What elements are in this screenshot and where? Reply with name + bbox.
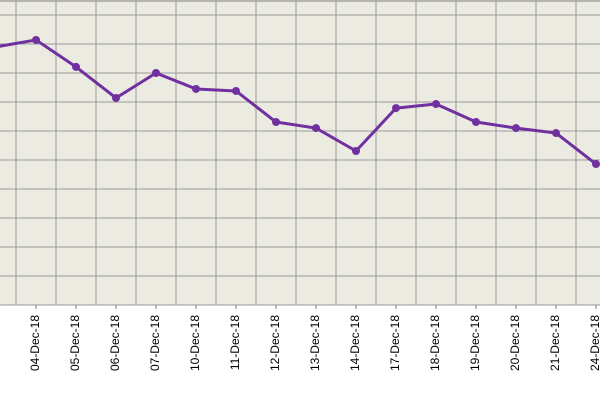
data-point: [112, 93, 120, 102]
data-line: [0, 38, 597, 166]
data-point: [472, 118, 480, 127]
data-point: [312, 124, 320, 133]
x-tick-label: 18-Dec-18: [428, 315, 442, 371]
data-point: [272, 118, 280, 127]
x-tick-label: 07-Dec-18: [148, 315, 162, 371]
x-tick-label: 13-Dec-18: [308, 315, 322, 371]
x-tick-label: 19-Dec-18: [468, 315, 482, 371]
data-point: [72, 62, 80, 71]
x-tick-label: 04-Dec-18: [28, 315, 42, 371]
x-tick-label: 21-Dec-18: [548, 315, 562, 371]
data-point: [352, 147, 360, 156]
x-tick-label: 11-Dec-18: [228, 315, 242, 370]
data-point: [592, 160, 600, 169]
data-point: [232, 86, 240, 95]
data-point: [432, 100, 440, 109]
x-tick-label: 14-Dec-18: [348, 315, 362, 371]
data-point: [32, 35, 40, 44]
x-tick-label: 06-Dec-18: [108, 315, 122, 371]
x-tick-label: 17-Dec-18: [388, 315, 402, 371]
x-tick-label: 03-Dec-18: [0, 315, 2, 371]
data-point: [552, 129, 560, 138]
x-tick-label: 20-Dec-18: [508, 315, 522, 371]
data-point: [192, 84, 200, 93]
x-tick-label: 10-Dec-18: [188, 315, 202, 371]
x-tick-label: 05-Dec-18: [68, 315, 82, 371]
data-point: [512, 124, 520, 133]
data-point: [152, 69, 160, 77]
plot-area: [0, 0, 600, 305]
x-tick-label: 24-Dec-18: [588, 315, 600, 371]
data-point: [392, 104, 400, 113]
x-tick-label: 12-Dec-18: [268, 315, 282, 371]
